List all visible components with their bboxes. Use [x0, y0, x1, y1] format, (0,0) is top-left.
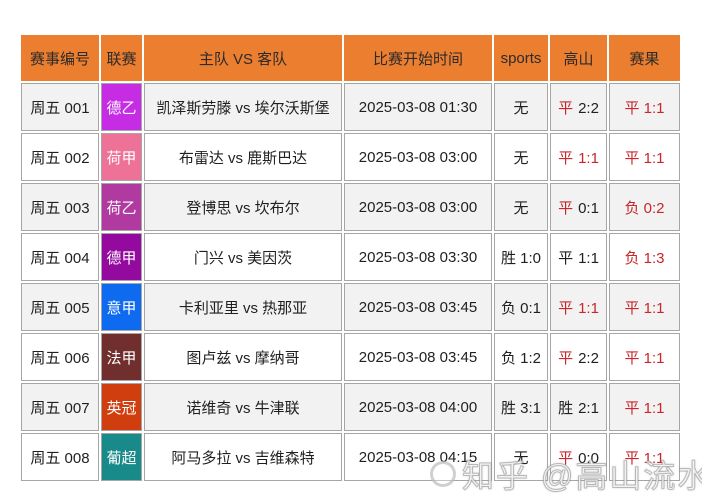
sports-cell: 无 [494, 433, 548, 481]
sports-cell: 负 1:2 [494, 333, 548, 381]
sports-cell: 胜 3:1 [494, 383, 548, 431]
gaoshan-outcome: 平 [558, 149, 574, 167]
gaoshan-cell: 平 1:1 [550, 133, 607, 181]
gaoshan-score: 2:2 [578, 349, 599, 367]
start-time-cell: 2025-03-08 04:00 [344, 383, 492, 431]
header-gaoshan: 高山 [550, 35, 607, 81]
result-cell: 平 1:1 [609, 283, 680, 331]
teams-cell: 登博思 vs 坎布尔 [144, 183, 342, 231]
league-badge: 法甲 [101, 333, 142, 381]
gaoshan-outcome: 平 [558, 249, 574, 267]
gaoshan-score: 0:1 [578, 199, 599, 217]
gaoshan-score: 1:1 [578, 299, 599, 317]
teams-cell: 凯泽斯劳滕 vs 埃尔沃斯堡 [144, 83, 342, 131]
league-badge: 荷甲 [101, 133, 142, 181]
result-cell: 平 1:1 [609, 133, 680, 181]
result-cell: 平 1:1 [609, 383, 680, 431]
sports-cell: 无 [494, 133, 548, 181]
match-id-cell: 周五 003 [21, 183, 99, 231]
start-time-cell: 2025-03-08 03:30 [344, 233, 492, 281]
gaoshan-outcome: 平 [558, 349, 574, 367]
gaoshan-cell: 平 1:1 [550, 283, 607, 331]
start-time-cell: 2025-03-08 04:15 [344, 433, 492, 481]
header-sports: sports [494, 35, 548, 81]
league-badge: 英冠 [101, 383, 142, 431]
gaoshan-outcome: 平 [558, 99, 574, 117]
header-league: 联赛 [101, 35, 142, 81]
start-time-cell: 2025-03-08 01:30 [344, 83, 492, 131]
start-time-cell: 2025-03-08 03:45 [344, 283, 492, 331]
table-row: 周五 005 意甲 卡利亚里 vs 热那亚 2025-03-08 03:45 负… [21, 283, 680, 331]
gaoshan-outcome: 胜 [558, 399, 574, 417]
teams-cell: 诺维奇 vs 牛津联 [144, 383, 342, 431]
result-cell: 平 1:1 [609, 333, 680, 381]
gaoshan-score: 1:1 [578, 149, 599, 167]
gaoshan-score: 0:0 [578, 449, 599, 467]
result-cell: 负 1:3 [609, 233, 680, 281]
header-result: 赛果 [609, 35, 680, 81]
league-badge: 德乙 [101, 83, 142, 131]
teams-cell: 卡利亚里 vs 热那亚 [144, 283, 342, 331]
gaoshan-cell: 平 1:1 [550, 233, 607, 281]
league-badge: 葡超 [101, 433, 142, 481]
table-row: 周五 002 荷甲 布雷达 vs 鹿斯巴达 2025-03-08 03:00 无… [21, 133, 680, 181]
result-cell: 平 1:1 [609, 433, 680, 481]
gaoshan-cell: 胜 2:1 [550, 383, 607, 431]
match-id-cell: 周五 001 [21, 83, 99, 131]
teams-cell: 布雷达 vs 鹿斯巴达 [144, 133, 342, 181]
gaoshan-score: 2:2 [578, 99, 599, 117]
table-row: 周五 001 德乙 凯泽斯劳滕 vs 埃尔沃斯堡 2025-03-08 01:3… [21, 83, 680, 131]
start-time-cell: 2025-03-08 03:00 [344, 133, 492, 181]
gaoshan-outcome: 平 [558, 299, 574, 317]
sports-cell: 负 0:1 [494, 283, 548, 331]
start-time-cell: 2025-03-08 03:00 [344, 183, 492, 231]
match-id-cell: 周五 008 [21, 433, 99, 481]
sports-cell: 胜 1:0 [494, 233, 548, 281]
table-row: 周五 006 法甲 图卢兹 vs 摩纳哥 2025-03-08 03:45 负 … [21, 333, 680, 381]
gaoshan-cell: 平 0:1 [550, 183, 607, 231]
sports-cell: 无 [494, 183, 548, 231]
gaoshan-score: 1:1 [578, 249, 599, 267]
table-row: 周五 008 葡超 阿马多拉 vs 吉维森特 2025-03-08 04:15 … [21, 433, 680, 481]
gaoshan-cell: 平 2:2 [550, 333, 607, 381]
teams-cell: 图卢兹 vs 摩纳哥 [144, 333, 342, 381]
sports-cell: 无 [494, 83, 548, 131]
gaoshan-outcome: 平 [558, 199, 574, 217]
start-time-cell: 2025-03-08 03:45 [344, 333, 492, 381]
table-row: 周五 004 德甲 门兴 vs 美因茨 2025-03-08 03:30 胜 1… [21, 233, 680, 281]
table-row: 周五 007 英冠 诺维奇 vs 牛津联 2025-03-08 04:00 胜 … [21, 383, 680, 431]
header-teams: 主队 VS 客队 [144, 35, 342, 81]
gaoshan-score: 2:1 [578, 399, 599, 417]
table-header-row: 赛事编号 联赛 主队 VS 客队 比赛开始时间 sports 高山 赛果 [21, 35, 680, 81]
match-id-cell: 周五 006 [21, 333, 99, 381]
league-badge: 意甲 [101, 283, 142, 331]
match-id-cell: 周五 002 [21, 133, 99, 181]
match-results-table: 赛事编号 联赛 主队 VS 客队 比赛开始时间 sports 高山 赛果 周五 … [19, 33, 682, 483]
result-cell: 平 1:1 [609, 83, 680, 131]
gaoshan-outcome: 平 [558, 449, 574, 467]
league-badge: 德甲 [101, 233, 142, 281]
match-id-cell: 周五 004 [21, 233, 99, 281]
teams-cell: 门兴 vs 美因茨 [144, 233, 342, 281]
gaoshan-cell: 平 0:0 [550, 433, 607, 481]
result-cell: 负 0:2 [609, 183, 680, 231]
header-match-id: 赛事编号 [21, 35, 99, 81]
match-id-cell: 周五 005 [21, 283, 99, 331]
gaoshan-cell: 平 2:2 [550, 83, 607, 131]
league-badge: 荷乙 [101, 183, 142, 231]
table-row: 周五 003 荷乙 登博思 vs 坎布尔 2025-03-08 03:00 无 … [21, 183, 680, 231]
teams-cell: 阿马多拉 vs 吉维森特 [144, 433, 342, 481]
match-id-cell: 周五 007 [21, 383, 99, 431]
header-start-time: 比赛开始时间 [344, 35, 492, 81]
